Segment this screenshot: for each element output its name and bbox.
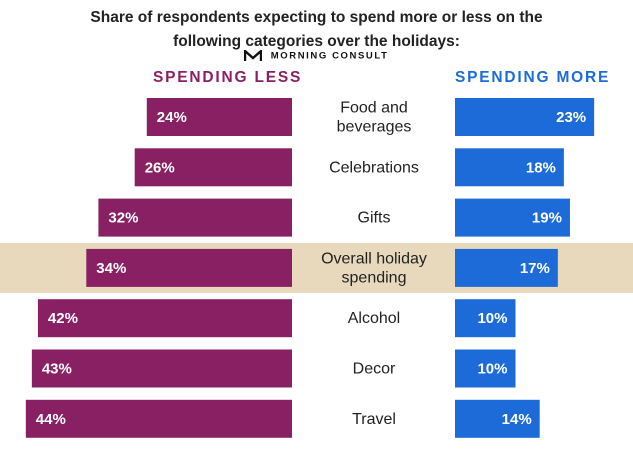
data-label-spending-more: 10% [477,361,507,378]
bar-spending-less [134,148,292,187]
bar-spending-less [146,98,292,136]
data-label-spending-more: 17% [520,260,550,277]
bar-spending-less [86,248,292,287]
category-label: Gifts [358,210,391,227]
data-label-spending-more: 19% [532,210,562,227]
bar-spending-more [455,299,516,338]
data-label-spending-less: 34% [96,260,126,277]
category-label: Celebrations [329,159,419,176]
data-label-spending-less: 26% [145,159,175,176]
data-label-spending-more: 10% [477,310,507,327]
data-label-spending-less: 32% [108,210,138,227]
legend-spending-more: SPENDING MORE [455,69,611,86]
data-label-spending-more: 23% [556,109,586,126]
data-label-spending-less: 42% [48,310,78,327]
category-label: beverages [337,119,412,136]
bar-spending-more [455,349,516,388]
brand-logo: MORNING CONSULT [0,50,633,62]
chart-title: Share of respondents expecting to spend … [90,9,543,50]
bar-spending-less [31,349,292,388]
brand-name: MORNING CONSULT [270,50,389,62]
data-label-spending-more: 14% [502,411,532,428]
category-label: spending [342,269,407,286]
bar-spending-more [455,399,540,438]
category-label: Food and [340,100,408,117]
morning-consult-logo-icon [244,50,263,61]
data-label-spending-less: 44% [36,411,66,428]
bar-spending-more [455,148,564,187]
category-label: Overall holiday [321,250,427,267]
bar-spending-less [37,299,293,338]
bar-spending-more [455,198,570,237]
bar-spending-less [98,198,293,237]
data-label-spending-more: 18% [526,159,556,176]
bar-spending-less [25,399,293,438]
bar-spending-more [455,248,558,287]
data-label-spending-less: 24% [157,109,187,126]
legend-spending-less: SPENDING LESS [153,69,303,86]
category-label: Alcohol [348,310,400,327]
category-label: Travel [352,411,396,428]
category-label: Decor [353,361,396,378]
data-label-spending-less: 43% [42,361,72,378]
bar-spending-more [455,98,595,136]
